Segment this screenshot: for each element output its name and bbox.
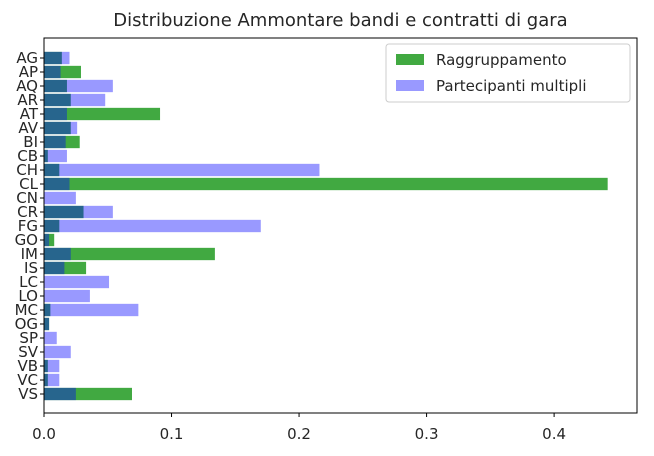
bar-partecipanti-multipli-ag: [44, 51, 70, 65]
bar-raggruppamento-is: [44, 261, 87, 275]
bar-raggruppamento-ch: [44, 163, 60, 177]
bar-raggruppamento-og: [44, 317, 50, 331]
bar-partecipanti-multipli-vb: [44, 359, 60, 373]
bar-partecipanti-multipli-ar: [44, 93, 106, 107]
bar-partecipanti-multipli-is: [44, 261, 65, 275]
x-axis: 0.0 0.1 0.2 0.3 0.4: [32, 413, 566, 443]
y-tick-label: LC: [19, 273, 38, 291]
bar-partecipanti-multipli-sv: [44, 345, 71, 359]
y-tick-label: FG: [18, 217, 38, 235]
y-tick-label: IM: [21, 245, 38, 263]
bar-raggruppamento-ar: [44, 93, 71, 107]
x-tick-label: 0.4: [542, 425, 566, 443]
bar-partecipanti-multipli-vs: [44, 387, 76, 401]
bar-raggruppamento-bi: [44, 135, 80, 149]
bar-raggruppamento-vb: [44, 359, 48, 373]
bar-raggruppamento-at: [44, 107, 161, 121]
legend-label-raggruppamento: Raggruppamento: [436, 51, 567, 69]
y-tick-label: VS: [18, 385, 38, 403]
y-tick-label: SV: [18, 343, 39, 361]
bar-partecipanti-multipli-lc: [44, 275, 110, 289]
legend-swatch-partecipanti-multipli: [396, 80, 424, 91]
y-tick-label: AG: [16, 49, 38, 67]
bar-partecipanti-multipli-lo: [44, 289, 90, 303]
bar-partecipanti-multipli-im: [44, 247, 71, 261]
bar-raggruppamento-ag: [44, 51, 62, 65]
y-tick-label: VB: [17, 357, 38, 375]
y-tick-label: AV: [18, 119, 38, 137]
y-tick-label: CB: [17, 147, 38, 165]
x-tick-label: 0.1: [160, 425, 184, 443]
bar-partecipanti-multipli-ap: [44, 65, 61, 79]
bar-raggruppamento-cl: [44, 177, 608, 191]
bar-partecipanti-multipli-fg: [44, 219, 261, 233]
bar-raggruppamento-cr: [44, 205, 84, 219]
bar-partecipanti-multipli-ch: [44, 163, 320, 177]
bar-partecipanti-multipli-cn: [44, 191, 76, 205]
bar-partecipanti-multipli-og: [44, 317, 50, 331]
bar-partecipanti-multipli-at: [44, 107, 67, 121]
bar-raggruppamento-ap: [44, 65, 81, 79]
bar-partecipanti-multipli-bi: [44, 135, 66, 149]
y-tick-label: CN: [16, 189, 38, 207]
bar-raggruppamento-im: [44, 247, 215, 261]
y-tick-label: BI: [23, 133, 38, 151]
bars-layer: [44, 51, 608, 401]
y-tick-label: AR: [17, 91, 38, 109]
y-tick-label: MC: [15, 301, 38, 319]
bar-partecipanti-multipli-av: [44, 121, 78, 135]
y-tick-label: IS: [24, 259, 38, 277]
y-tick-label: GO: [15, 231, 38, 249]
bar-raggruppamento-fg: [44, 219, 60, 233]
y-tick-label: SP: [19, 329, 38, 347]
bar-partecipanti-multipli-mc: [44, 303, 139, 317]
bar-partecipanti-multipli-cl: [44, 177, 70, 191]
x-tick-label: 0.0: [32, 425, 56, 443]
y-tick-label: AP: [19, 63, 38, 81]
chart-title: Distribuzione Ammontare bandi e contratt…: [113, 10, 567, 31]
y-tick-label: AQ: [16, 77, 38, 95]
y-tick-label: CL: [19, 175, 38, 193]
y-tick-label: VC: [17, 371, 38, 389]
bar-partecipanti-multipli-aq: [44, 79, 113, 93]
bar-raggruppamento-vc: [44, 373, 48, 387]
bar-raggruppamento-cb: [44, 149, 48, 163]
bar-partecipanti-multipli-vc: [44, 373, 60, 387]
bar-raggruppamento-mc: [44, 303, 51, 317]
bar-partecipanti-multipli-cb: [44, 149, 67, 163]
bar-partecipanti-multipli-cr: [44, 205, 113, 219]
legend: Raggruppamento Partecipanti multipli: [385, 43, 631, 103]
legend-label-partecipanti-multipli: Partecipanti multipli: [436, 77, 586, 95]
bar-raggruppamento-aq: [44, 79, 67, 93]
y-tick-label: CH: [16, 161, 38, 179]
y-tick-label: OG: [15, 315, 38, 333]
bar-raggruppamento-av: [44, 121, 71, 135]
y-tick-label: CR: [17, 203, 38, 221]
bar-partecipanti-multipli-go: [44, 233, 50, 247]
y-tick-label: AT: [20, 105, 39, 123]
legend-swatch-raggruppamento: [396, 54, 424, 65]
legend-box: [385, 43, 631, 103]
y-tick-label: LO: [18, 287, 38, 305]
x-tick-label: 0.3: [415, 425, 439, 443]
bar-raggruppamento-go: [44, 233, 55, 247]
bar-raggruppamento-vs: [44, 387, 132, 401]
bar-partecipanti-multipli-sp: [44, 331, 57, 345]
y-axis: AGAPAQARATAVBICBCHCLCNCRFGGOIMISLCLOMCOG…: [15, 49, 44, 403]
x-tick-label: 0.2: [287, 425, 311, 443]
